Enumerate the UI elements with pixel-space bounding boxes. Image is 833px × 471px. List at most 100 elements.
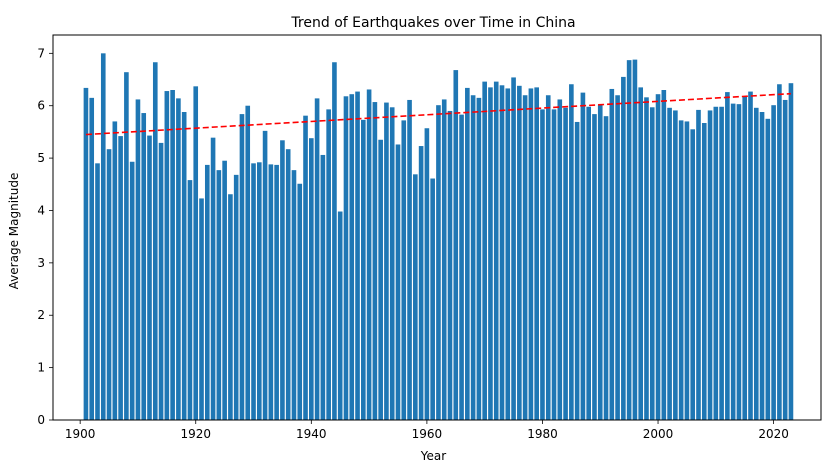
bar-1943: [326, 109, 331, 420]
bar-2002: [667, 107, 672, 420]
bar-1962: [436, 105, 441, 420]
bar-1973: [499, 85, 505, 420]
bar-1990: [597, 104, 603, 421]
bar-1980: [540, 109, 545, 420]
bar-1927: [233, 174, 239, 420]
bar-1985: [569, 84, 574, 421]
bar-1913: [152, 62, 158, 421]
bar-1924: [216, 170, 222, 420]
bar-1950: [366, 89, 372, 420]
bar-1923: [210, 137, 216, 421]
bar-1918: [181, 112, 187, 420]
bar-1999: [649, 107, 655, 420]
bar-1915: [164, 91, 170, 421]
bar-1983: [557, 99, 563, 421]
bar-1968: [470, 95, 476, 421]
bar-2019: [765, 118, 771, 420]
bar-1984: [563, 107, 568, 420]
bar-1967: [465, 87, 470, 421]
bar-1946: [343, 96, 349, 420]
bar-1933: [268, 164, 274, 420]
bar-1969: [476, 97, 482, 421]
bar-1908: [124, 72, 129, 420]
bar-2013: [730, 103, 736, 421]
y-tick-label-4: 4: [37, 203, 45, 217]
bar-1938: [297, 183, 303, 420]
bar-1912: [147, 135, 152, 420]
bar-2010: [713, 106, 719, 420]
bars-group: [83, 53, 794, 421]
bar-1964: [447, 110, 453, 420]
bar-1904: [100, 53, 106, 420]
bar-1957: [407, 99, 412, 420]
bar-2021: [777, 84, 782, 421]
bar-2012: [725, 92, 730, 420]
bar-1992: [609, 88, 615, 420]
bar-1945: [337, 211, 343, 420]
x-tick-label-2000: 2000: [643, 427, 674, 441]
bar-1941: [314, 98, 320, 420]
bar-1996: [632, 59, 638, 421]
bar-1958: [413, 174, 418, 420]
x-tick-label-1960: 1960: [412, 427, 443, 441]
bar-1934: [274, 164, 279, 420]
bar-1935: [280, 140, 285, 421]
bar-1911: [141, 113, 147, 421]
bar-1976: [517, 85, 522, 420]
bar-1978: [528, 88, 534, 421]
bar-1960: [424, 128, 430, 421]
bar-1910: [135, 99, 141, 421]
bar-1929: [245, 105, 251, 421]
bar-1988: [586, 106, 591, 420]
bar-1901: [83, 87, 89, 421]
y-axis-label: Average Magnitude: [7, 173, 21, 290]
bar-1953: [384, 102, 389, 420]
bar-1949: [361, 119, 366, 421]
bar-1936: [285, 149, 291, 420]
bar-1937: [291, 170, 297, 420]
chart-title: Trend of Earthquakes over Time in China: [290, 15, 575, 31]
bar-1942: [320, 154, 326, 420]
bar-2022: [782, 99, 788, 420]
bar-1993: [615, 95, 620, 421]
bar-1944: [332, 62, 337, 421]
bar-1909: [129, 161, 135, 420]
bar-2000: [655, 94, 661, 420]
bar-1963: [441, 99, 447, 421]
bar-1907: [118, 136, 123, 420]
bar-1975: [511, 77, 516, 421]
bar-1939: [303, 115, 308, 421]
bar-1986: [574, 121, 580, 420]
bar-2014: [736, 104, 742, 420]
bar-1971: [488, 87, 493, 420]
bar-1998: [644, 97, 649, 420]
bar-2009: [707, 110, 713, 421]
bar-2006: [690, 129, 696, 421]
bar-1926: [228, 194, 233, 420]
y-axis: 0 1 2 3 4 5 6 7: [37, 46, 53, 427]
bar-1961: [430, 178, 435, 420]
bar-1922: [204, 164, 210, 420]
bar-2011: [719, 106, 724, 420]
bar-2020: [771, 105, 776, 420]
bar-1940: [309, 138, 314, 420]
bar-2005: [684, 121, 690, 421]
bar-2008: [701, 123, 707, 420]
bar-1997: [638, 87, 644, 420]
bar-1916: [170, 90, 175, 420]
bar-1989: [592, 114, 597, 420]
bar-2017: [753, 107, 759, 420]
bar-2016: [748, 91, 753, 420]
bar-1914: [158, 142, 164, 420]
bar-1991: [603, 116, 609, 420]
bar-1994: [621, 76, 626, 421]
y-tick-label-1: 1: [37, 361, 45, 375]
bar-1981: [545, 95, 551, 421]
x-tick-label-1900: 1900: [65, 427, 96, 441]
y-tick-label-6: 6: [37, 99, 45, 113]
x-axis-label: Year: [420, 449, 446, 463]
y-tick-label-0: 0: [37, 413, 45, 427]
bar-2023: [788, 83, 794, 420]
bar-1919: [187, 180, 193, 420]
